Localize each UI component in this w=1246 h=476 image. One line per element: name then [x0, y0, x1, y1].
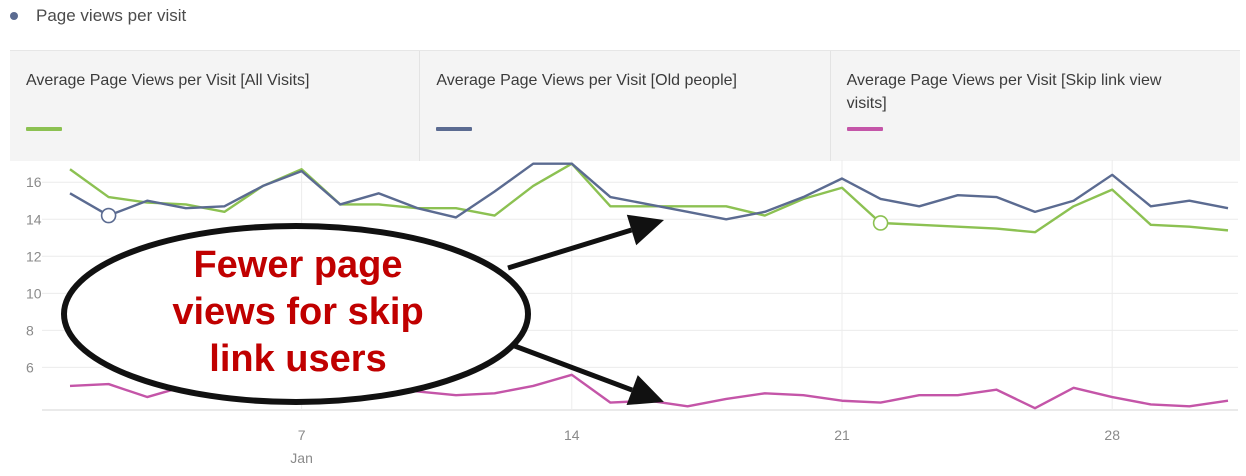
- y-tick-label: 14: [26, 211, 42, 227]
- x-tick-label: 14: [564, 427, 580, 443]
- x-tick-label: 28: [1104, 427, 1120, 443]
- legend-item-old-people[interactable]: Average Page Views per Visit [Old people…: [420, 51, 831, 161]
- arrow-shaft: [507, 227, 633, 271]
- series-dot-icon: [10, 12, 18, 20]
- x-tick-label: 7: [298, 427, 306, 443]
- series-line-1: [69, 162, 1229, 221]
- legend-label: Average Page Views per Visit [All Visits…: [26, 72, 310, 89]
- annotation-callout: Fewer page views for skip link users: [61, 214, 664, 406]
- callout-text-line: Fewer page: [193, 244, 402, 286]
- arrow-head: [626, 375, 664, 406]
- data-point-marker: [100, 207, 117, 224]
- chart-header: Page views per visit: [10, 4, 186, 28]
- legend-swatch: [436, 127, 473, 131]
- x-tick-sublabel: Jan: [290, 450, 313, 466]
- x-axis: 7 Jan 14 21 28: [290, 427, 1120, 466]
- legend-swatch: [846, 127, 883, 131]
- legend-label: Average Page Views per Visit [Old people…: [436, 72, 737, 89]
- y-tick-label: 16: [26, 174, 42, 190]
- y-axis: 6 8 10 12 14 16: [26, 174, 42, 375]
- legend-item-skip-link[interactable]: Average Page Views per Visit [Skip link …: [831, 51, 1240, 161]
- y-tick-label: 10: [26, 285, 42, 301]
- callout-text-line: link users: [209, 338, 386, 380]
- chart-title: Page views per visit: [36, 6, 187, 25]
- legend-swatch: [26, 127, 62, 131]
- legend-label: Average Page Views per Visit [Skip link …: [846, 72, 1162, 112]
- arrow-shaft: [511, 342, 634, 393]
- y-tick-label: 12: [26, 248, 42, 264]
- data-point-marker: [872, 215, 889, 231]
- callout-ellipse: [61, 223, 531, 405]
- legend-bar: Average Page Views per Visit [All Visits…: [10, 50, 1240, 161]
- legend-item-all-visits[interactable]: Average Page Views per Visit [All Visits…: [10, 51, 421, 161]
- y-tick-label: 6: [26, 359, 34, 375]
- arrow-head: [626, 214, 664, 246]
- callout-text-line: views for skip: [172, 291, 423, 333]
- x-tick-label: 21: [834, 427, 850, 443]
- y-tick-label: 8: [26, 322, 34, 338]
